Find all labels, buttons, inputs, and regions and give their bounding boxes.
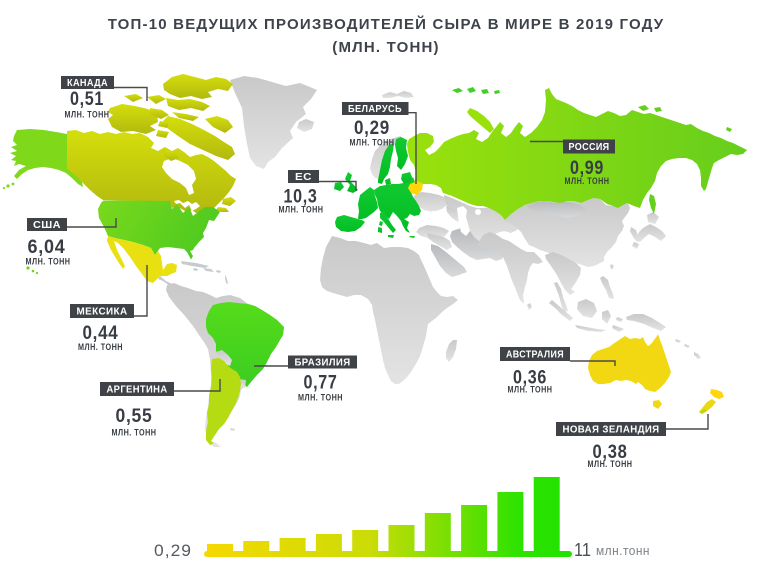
- svg-text:МЛН. ТОНН: МЛН. ТОНН: [112, 428, 157, 438]
- svg-text:6,04: 6,04: [28, 237, 66, 258]
- svg-text:млн.тонн: млн.тонн: [596, 544, 650, 558]
- svg-text:0,38: 0,38: [593, 442, 628, 463]
- svg-text:МЛН. ТОНН: МЛН. ТОНН: [298, 393, 343, 403]
- svg-text:МЛН. ТОНН: МЛН. ТОНН: [588, 459, 633, 469]
- svg-text:МЛН. ТОНН: МЛН. ТОНН: [350, 138, 395, 148]
- svg-text:МЛН. ТОНН: МЛН. ТОНН: [279, 205, 324, 215]
- svg-text:0,99: 0,99: [570, 158, 604, 179]
- svg-text:США: США: [33, 220, 61, 231]
- svg-text:АРГЕНТИНА: АРГЕНТИНА: [107, 385, 168, 396]
- svg-text:МЛН. ТОНН: МЛН. ТОНН: [508, 385, 553, 395]
- svg-text:0,29: 0,29: [154, 541, 192, 560]
- svg-text:0,36: 0,36: [513, 368, 547, 389]
- svg-text:0,77: 0,77: [304, 373, 338, 394]
- svg-text:АВСТРАЛИЯ: АВСТРАЛИЯ: [506, 350, 564, 361]
- svg-text:МЛН. ТОНН: МЛН. ТОНН: [565, 176, 610, 186]
- svg-text:МЛН. ТОНН: МЛН. ТОНН: [26, 257, 71, 267]
- svg-text:ЕС: ЕС: [295, 172, 312, 183]
- svg-text:НОВАЯ ЗЕЛАНДИЯ: НОВАЯ ЗЕЛАНДИЯ: [563, 425, 660, 436]
- svg-text:0,29: 0,29: [354, 118, 390, 139]
- svg-text:10,3: 10,3: [284, 187, 318, 208]
- svg-text:БЕЛАРУСЬ: БЕЛАРУСЬ: [348, 104, 402, 115]
- svg-text:БРАЗИЛИЯ: БРАЗИЛИЯ: [295, 358, 351, 369]
- svg-text:МЕКСИКА: МЕКСИКА: [77, 307, 128, 318]
- svg-text:0,51: 0,51: [70, 89, 104, 110]
- svg-text:МЛН. ТОНН: МЛН. ТОНН: [78, 342, 123, 352]
- svg-text:0,44: 0,44: [83, 323, 119, 344]
- svg-text:РОССИЯ: РОССИЯ: [569, 142, 610, 153]
- svg-text:11: 11: [574, 540, 591, 560]
- svg-text:0,55: 0,55: [116, 406, 153, 427]
- svg-text:КАНАДА: КАНАДА: [67, 78, 108, 89]
- svg-text:МЛН. ТОНН: МЛН. ТОНН: [65, 110, 110, 120]
